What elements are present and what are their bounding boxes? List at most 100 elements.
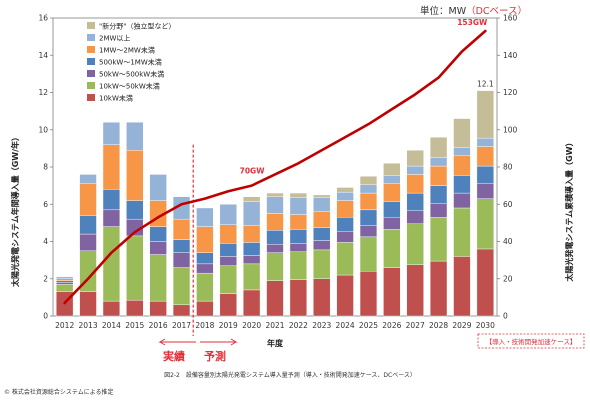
- bar-segment: [102, 189, 121, 211]
- bar-segment: [336, 187, 354, 193]
- bar-segment: [266, 252, 284, 281]
- y-tick-label-left: 16: [38, 14, 48, 23]
- x-tick-label: 2018: [195, 321, 214, 330]
- bar-segment: [196, 272, 214, 302]
- bar-segment: [243, 201, 261, 226]
- bar-segment: [383, 183, 401, 202]
- y-tick-label-left: 2: [43, 274, 48, 283]
- bar-segment: [126, 299, 144, 317]
- y-tick-label-left: 8: [43, 163, 48, 172]
- bar-segment: [429, 260, 448, 317]
- bar-segment: [172, 267, 191, 306]
- legend-label: 1MW～2MW未満: [99, 46, 155, 55]
- x-tick-label: 2027: [406, 321, 425, 330]
- y-tick-label-left: 14: [38, 51, 48, 60]
- y-tick-label-right: 160: [503, 14, 518, 23]
- bar-segment: [336, 191, 354, 201]
- bar-segment: [79, 291, 97, 317]
- bar-segment: [476, 165, 494, 184]
- bar-segment: [289, 214, 307, 230]
- forecast-arrow: [200, 338, 238, 346]
- copyright-note: © 株式会社資源総合システムによる推定: [4, 388, 114, 396]
- actual-arrow: [158, 338, 196, 346]
- bar-segment: [243, 255, 261, 265]
- bar-segment: [406, 210, 424, 225]
- bar-segment: [243, 225, 261, 243]
- bar-segment: [406, 264, 424, 317]
- legend-label: "新分野"（独立型など）: [99, 22, 175, 31]
- y-tick-label-left: 4: [43, 237, 48, 246]
- bar-segment: [172, 304, 191, 317]
- x-tick-label: 2023: [312, 321, 331, 330]
- bar-segment: [429, 203, 448, 218]
- bar-segment: [79, 215, 97, 235]
- bar-segment: [313, 278, 331, 317]
- bar-segment: [196, 207, 214, 227]
- bar-segment: [383, 175, 401, 184]
- bar-segment: [266, 192, 284, 197]
- legend: "新分野"（独立型など） 2MW以上 1MW～2MW未満 500kW～1MW未満 50k…: [87, 22, 175, 103]
- bar-segment: [56, 280, 74, 283]
- bar-total-label: 12.1: [477, 80, 494, 89]
- cumulative-label-2020: 70GW: [240, 167, 266, 176]
- bar-segment: [429, 136, 448, 158]
- bar-segment: [149, 174, 167, 201]
- bar-segment: [453, 147, 471, 157]
- bar-segment: [336, 274, 354, 317]
- bar-segment: [383, 267, 401, 317]
- x-tick-label: 2025: [359, 321, 378, 330]
- bar-segment: [79, 174, 97, 184]
- bar-segment: [476, 137, 494, 147]
- legend-label: 50kW～500kW未満: [99, 70, 164, 79]
- y-tick-label-left: 0: [43, 312, 48, 321]
- legend-swatch: [87, 34, 95, 41]
- x-tick-label: 2013: [79, 321, 98, 330]
- bar-segment: [359, 236, 378, 272]
- bar-segment: [243, 289, 261, 317]
- bar-segment: [219, 293, 237, 317]
- bar-segment: [196, 226, 214, 253]
- legend-label: 10kW未満: [99, 94, 133, 103]
- bar-segment: [289, 197, 307, 215]
- x-tick-label: 2015: [125, 321, 144, 330]
- bar-segment: [196, 300, 214, 317]
- x-tick-label: 2020: [242, 321, 261, 330]
- bar-segment: [243, 242, 261, 256]
- bar-segment: [149, 254, 167, 302]
- bar-segment: [429, 157, 448, 167]
- bar-segment: [313, 227, 331, 241]
- bar-segment: [336, 217, 354, 232]
- bar-segment: [172, 218, 191, 240]
- x-tick-label: 2017: [172, 321, 191, 330]
- bar-segment: [453, 155, 471, 176]
- y-axis-title-left: 太陽光発電システム年間導入量（GW/年）: [10, 133, 20, 288]
- y-tick-label-left: 10: [38, 125, 48, 134]
- bar-segment: [56, 282, 74, 285]
- bar-segment: [102, 144, 121, 190]
- figure-caption: 図2-2 設備容量別太陽光発電システム導入量予測（導入・技術開発加速ケース、DC…: [164, 371, 416, 379]
- y-tick-label-left: 12: [38, 88, 48, 97]
- bar-segment: [406, 165, 424, 175]
- bar-segment: [453, 192, 471, 209]
- legend-swatch: [87, 22, 95, 29]
- bar-segment: [219, 204, 237, 225]
- legend-label: 10kW～50kW未満: [99, 82, 160, 91]
- bar-segment: [56, 278, 74, 281]
- bar-segment: [149, 241, 167, 255]
- bar-segment: [383, 217, 401, 230]
- x-tick-label: 2029: [452, 321, 471, 330]
- y-tick-label-right: 60: [503, 200, 513, 209]
- bar-segment: [429, 185, 448, 204]
- legend-swatch: [87, 70, 95, 77]
- bar-segment: [219, 243, 237, 257]
- bar-segment: [406, 192, 424, 211]
- x-tick-label: 2026: [382, 321, 401, 330]
- x-tick-label: 2028: [429, 321, 448, 330]
- bar-segment: [149, 300, 167, 317]
- bar-segment: [359, 225, 378, 238]
- bar-segment: [126, 122, 144, 151]
- x-tick-label: 2021: [265, 321, 284, 330]
- x-tick-label: 2019: [219, 321, 238, 330]
- bar-segment: [429, 217, 448, 262]
